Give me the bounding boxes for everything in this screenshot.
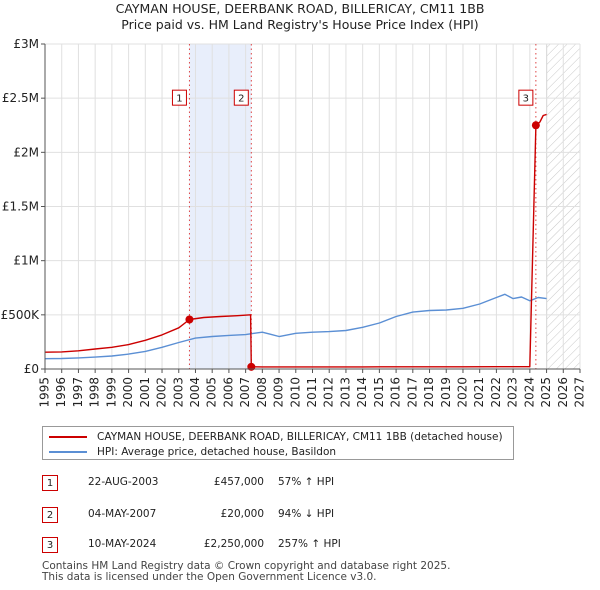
- x-tick-label: 1995: [38, 377, 52, 408]
- transaction-3-point: [531, 121, 540, 130]
- transaction-2-label: 2: [238, 94, 244, 105]
- x-tick-label: 2014: [355, 377, 369, 408]
- y-tick-label: £1M: [13, 254, 39, 268]
- hpi-series-line: [44, 293, 547, 360]
- x-tick-label: 2020: [455, 377, 469, 408]
- x-tick-label: 1996: [54, 377, 68, 408]
- x-tick-label: 1999: [104, 377, 118, 408]
- x-tick-label: 2010: [288, 377, 302, 408]
- y-tick-label: £0: [24, 362, 39, 376]
- legend-item-hpi: HPI: Average price, detached house, Basi…: [49, 444, 336, 460]
- chart-title: CAYMAN HOUSE, DEERBANK ROAD, BILLERICAY,…: [116, 1, 485, 16]
- x-tick-label: 2003: [171, 377, 185, 408]
- transaction-2-point: [247, 362, 256, 371]
- x-tick-label: 2007: [238, 377, 252, 408]
- x-tick-label: 2018: [422, 377, 436, 408]
- x-tick-label: 2013: [338, 377, 352, 408]
- x-tick-label: 2008: [255, 377, 269, 408]
- transaction-1-label: 1: [176, 94, 182, 105]
- footer-line-copyright: Contains HM Land Registry data © Crown c…: [42, 560, 451, 572]
- x-tick-label: 2022: [489, 377, 503, 408]
- transaction-hpi-change: 257% ↑ HPI: [278, 538, 341, 550]
- transaction-hpi-change: 57% ↑ HPI: [278, 476, 335, 488]
- footer-line-licence: This data is licensed under the Open Gov…: [42, 571, 377, 583]
- legend-swatch-property: [49, 436, 87, 438]
- x-tick-label: 1997: [71, 377, 85, 408]
- x-tick-label: 2019: [439, 377, 453, 408]
- footer-attribution: Contains HM Land Registry data © Crown c…: [42, 561, 450, 583]
- legend-label-hpi: HPI: Average price, detached house, Basi…: [97, 446, 337, 458]
- price-chart: CAYMAN HOUSE, DEERBANK ROAD, BILLERICAY,…: [1, 1, 587, 408]
- y-tick-label: £2M: [13, 145, 39, 159]
- transaction-number: 3: [42, 537, 58, 553]
- x-tick-label: 2024: [522, 377, 536, 408]
- transaction-1-point: [185, 315, 194, 324]
- x-tick-label: 2000: [121, 377, 135, 408]
- transaction-number: 1: [42, 475, 58, 491]
- x-tick-label: 2002: [155, 377, 169, 408]
- legend: CAYMAN HOUSE, DEERBANK ROAD, BILLERICAY,…: [42, 426, 514, 460]
- x-tick-label: 2001: [138, 377, 152, 408]
- transaction-3-label-box: [518, 89, 534, 106]
- x-tick-label: 2005: [205, 377, 219, 408]
- x-tick-label: 2004: [188, 377, 202, 408]
- legend-item-property: CAYMAN HOUSE, DEERBANK ROAD, BILLERICAY,…: [49, 429, 503, 445]
- y-tick-label: £3M: [13, 37, 39, 51]
- transaction-1-label-box: [171, 89, 187, 106]
- x-tick-label: 2011: [305, 377, 319, 408]
- y-tick-label: £500K: [1, 308, 41, 322]
- x-tick-label: 2016: [389, 377, 403, 408]
- property-series-line: [44, 113, 547, 368]
- chart-subtitle: Price paid vs. HM Land Registry's House …: [121, 17, 478, 32]
- transaction-date: 04-MAY-2007: [88, 508, 157, 520]
- transaction-price: £20,000: [220, 508, 264, 520]
- y-tick-label: £1.5M: [2, 200, 39, 214]
- x-tick-label: 2025: [539, 377, 553, 408]
- x-tick-label: 2026: [556, 377, 570, 408]
- x-tick-label: 2009: [272, 377, 286, 408]
- transaction-2-label-box: [233, 89, 249, 106]
- transaction-number: 2: [42, 507, 58, 523]
- x-tick-label: 2017: [405, 377, 419, 408]
- transaction-date: 22-AUG-2003: [88, 476, 159, 488]
- transaction-3-label: 3: [523, 94, 529, 105]
- transaction-hpi-change: 94% ↓ HPI: [278, 508, 335, 520]
- y-tick-label: £2.5M: [2, 91, 39, 105]
- transaction-date: 10-MAY-2024: [88, 538, 157, 550]
- x-tick-label: 2012: [322, 377, 336, 408]
- x-tick-label: 2006: [221, 377, 235, 408]
- transaction-price: £2,250,000: [203, 538, 264, 550]
- x-tick-label: 2027: [573, 377, 587, 408]
- x-tick-label: 2015: [372, 377, 386, 408]
- x-tick-label: 2023: [506, 377, 520, 408]
- x-tick-label: 1998: [88, 377, 102, 408]
- transaction-price: £457,000: [213, 476, 264, 488]
- x-tick-label: 2021: [472, 377, 486, 408]
- legend-swatch-hpi: [49, 451, 87, 453]
- legend-label-property: CAYMAN HOUSE, DEERBANK ROAD, BILLERICAY,…: [97, 431, 503, 443]
